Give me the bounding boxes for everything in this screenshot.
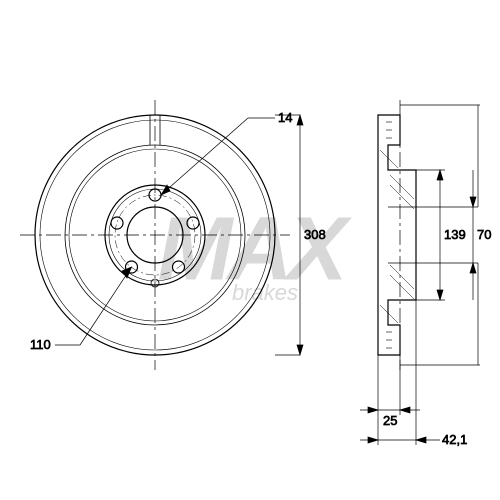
drawing-svg: 14 308 110 139 70 [0, 0, 500, 500]
dim-inner-hub: 70 [477, 227, 491, 242]
dim-outer-dia: 308 [304, 227, 326, 242]
dim-thickness: 25 [383, 413, 397, 428]
dim-bolt-circle: 110 [30, 337, 51, 352]
dim-hub-dia: 139 [444, 227, 466, 242]
technical-drawing: MAX brakes [0, 0, 500, 500]
dim-hub-depth: 42,1 [442, 432, 467, 447]
side-view [378, 115, 416, 355]
dim-bolt-hole: 14 [278, 110, 292, 125]
centerlines [20, 100, 400, 370]
dimensions: 14 308 110 139 70 [30, 110, 491, 447]
